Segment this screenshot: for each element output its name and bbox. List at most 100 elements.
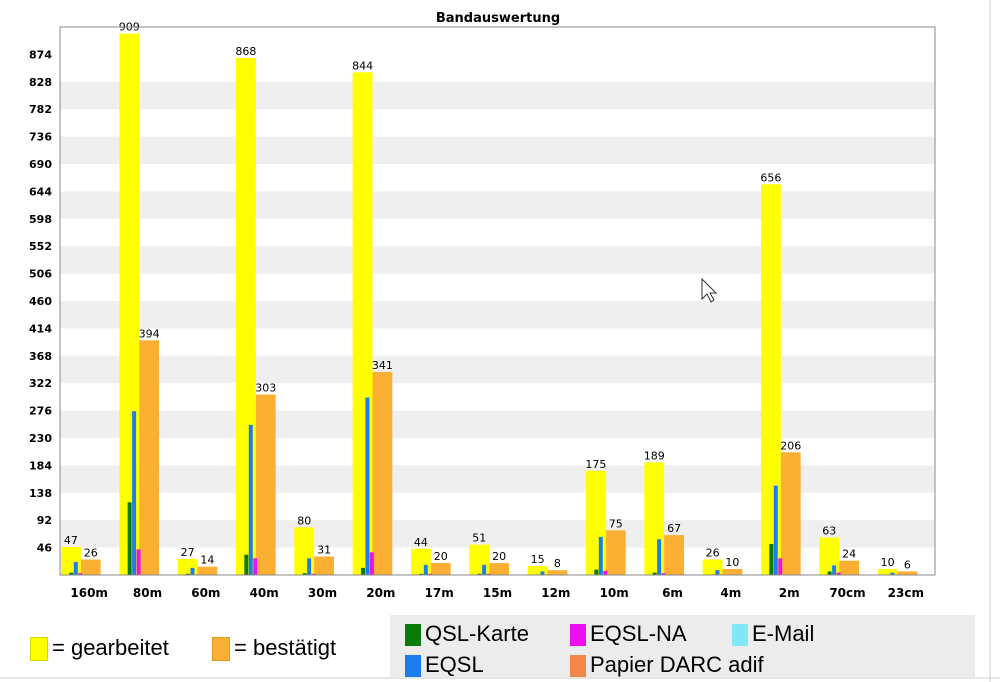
bar-gearbeitet (527, 566, 548, 575)
legend-qsl-karte: QSL-Karte (405, 621, 529, 647)
legend-swatch-qsl-karte (405, 624, 421, 647)
bar-gearbeitet (469, 544, 490, 575)
legend-label-eqsl-na: EQSL-NA (590, 621, 687, 646)
bar-eqsl (657, 539, 662, 575)
bar-qsl-karte (185, 573, 190, 575)
y-tick-label: 506 (29, 268, 52, 281)
data-label-gearbeitet: 175 (585, 458, 606, 471)
bar-bestaetigt (314, 556, 334, 575)
bar-gearbeitet (877, 569, 898, 575)
y-tick-label: 322 (29, 377, 52, 390)
bar-bestaetigt (547, 570, 568, 575)
data-label-bestaetigt: 20 (492, 550, 506, 563)
bar-bestaetigt (605, 530, 626, 575)
bar-eqsl-na (428, 573, 433, 575)
bar-eqsl (365, 397, 370, 575)
bar-qsl-karte (244, 554, 249, 575)
bar-eqsl (540, 571, 545, 575)
data-label-gearbeitet: 868 (235, 45, 256, 58)
legend-label-eqsl: EQSL (425, 652, 484, 677)
x-tick-label: 2m (779, 586, 800, 600)
bar-bestaetigt (722, 569, 743, 575)
data-label-bestaetigt: 303 (255, 382, 276, 395)
x-tick-label: 23cm (888, 586, 924, 600)
bar-qsl-karte (652, 572, 657, 575)
bar-bestaetigt (80, 559, 101, 575)
legend-swatch-gearbeitet (30, 637, 48, 662)
data-label-bestaetigt: 394 (139, 327, 160, 340)
x-tick-label: 70cm (829, 586, 865, 600)
bar-eqsl (890, 572, 895, 575)
bar-qsl-karte (477, 573, 482, 575)
legend-papier: Papier DARC adif (570, 652, 764, 678)
bar-gearbeitet (411, 548, 431, 575)
bar-bestaetigt (372, 371, 393, 575)
bar-gearbeitet (177, 558, 198, 575)
mouse-cursor-icon (701, 277, 718, 303)
data-label-bestaetigt: 26 (84, 547, 98, 560)
data-label-bestaetigt: 75 (609, 517, 623, 530)
grid-band (60, 410, 935, 438)
y-tick-label: 414 (29, 322, 52, 335)
x-tick-label: 20m (366, 586, 395, 600)
bar-qsl-karte (302, 573, 307, 575)
x-tick-label: 4m (720, 586, 741, 600)
bar-eqsl (715, 570, 720, 575)
grid-band (60, 465, 935, 493)
bar-eqsl-na (836, 572, 841, 575)
data-label-gearbeitet: 80 (297, 514, 311, 527)
x-tick-label: 60m (191, 586, 220, 600)
x-tick-label: 160m (70, 586, 108, 600)
grid-band (60, 81, 935, 110)
x-axis: 160m 80m 60m 40m 30m 20m 17m 15m 12m 10m 6m 4m 2m 70c… (70, 586, 924, 600)
x-tick-label: 30m (308, 586, 337, 600)
data-label-bestaetigt: 6 (904, 558, 911, 571)
y-tick-label: 552 (29, 240, 52, 253)
bar-eqsl-na (78, 573, 83, 575)
data-label-bestaetigt: 10 (725, 556, 739, 569)
bar-bestaetigt (197, 566, 218, 575)
y-tick-label: 874 (29, 48, 52, 61)
bar-eqsl-na (253, 558, 258, 575)
bar-gearbeitet (294, 527, 315, 575)
bar-qsl-karte (419, 573, 424, 575)
bar-gearbeitet (819, 537, 840, 575)
grid-band (60, 355, 935, 384)
data-label-gearbeitet: 63 (822, 524, 836, 537)
bar-qsl-karte (827, 571, 832, 575)
bar-qsl-karte (769, 544, 774, 575)
data-label-gearbeitet: 51 (472, 532, 486, 545)
data-label-gearbeitet: 844 (352, 59, 373, 72)
bar-bestaetigt (897, 571, 918, 575)
bar-eqsl-na (603, 570, 608, 575)
grid-bands (60, 81, 935, 548)
data-label-gearbeitet: 10 (881, 556, 895, 569)
bar-eqsl (482, 564, 487, 575)
data-label-bestaetigt: 14 (200, 554, 214, 567)
legend-box-right (390, 615, 975, 677)
bar-gearbeitet (119, 33, 140, 575)
data-label-gearbeitet: 47 (64, 534, 78, 547)
bar-eqsl (773, 485, 778, 575)
plot-frame (59, 26, 936, 576)
data-label-bestaetigt: 206 (780, 439, 801, 452)
data-label-bestaetigt: 341 (372, 359, 393, 372)
data-label-bestaetigt: 24 (842, 548, 856, 561)
legend-label-gearbeitet: = gearbeitet (52, 635, 169, 660)
legend-swatch-email (732, 624, 748, 647)
bar-eqsl-na (486, 573, 491, 575)
bar-bestaetigt (489, 563, 509, 575)
grid-band (60, 520, 935, 548)
y-axis: 46 92 138 184 230 276 322 368 414 460 506 552 598 644… (29, 48, 52, 554)
y-tick-label: 92 (37, 514, 52, 527)
y-tick-label: 644 (29, 185, 52, 198)
bar-eqsl (598, 536, 603, 575)
y-tick-label: 368 (29, 350, 52, 363)
data-label-bestaetigt: 31 (317, 544, 331, 557)
x-tick-label: 40m (250, 586, 279, 600)
bar-eqsl (248, 424, 253, 575)
y-tick-label: 184 (29, 459, 52, 472)
legend-label-bestaetigt: = bestätigt (234, 635, 337, 660)
